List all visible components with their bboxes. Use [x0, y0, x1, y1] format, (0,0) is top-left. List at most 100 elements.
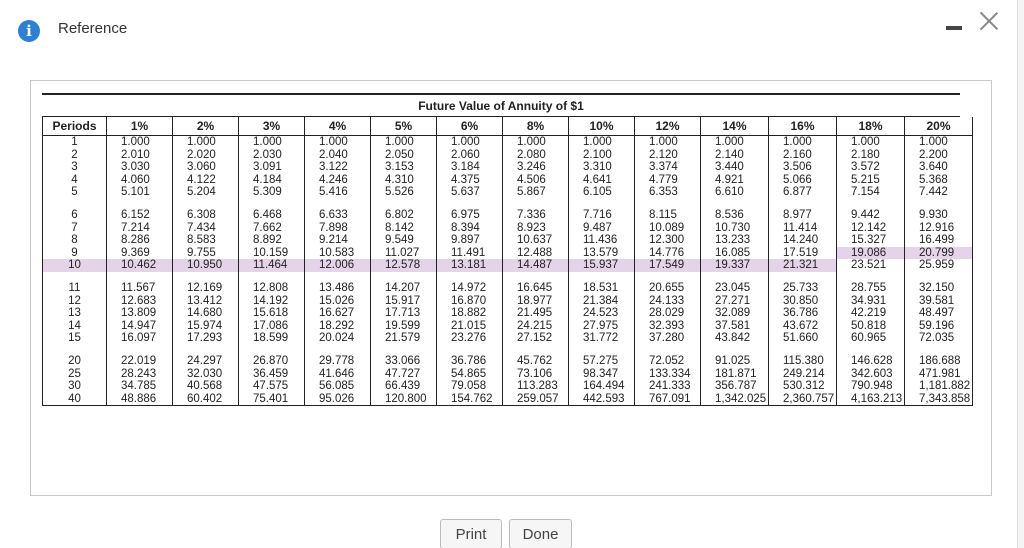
value-cell: 12.916: [904, 221, 973, 235]
value-cell: 10.583: [304, 246, 371, 260]
value-cell: 16.645: [502, 271, 569, 295]
period-cell: 40: [42, 392, 107, 407]
print-button[interactable]: Print: [440, 519, 502, 548]
value-cell: 12.683: [106, 294, 173, 308]
value-cell: 9.897: [436, 234, 503, 247]
value-cell: 1.000: [634, 135, 701, 149]
value-cell: 1.000: [106, 135, 173, 149]
value-cell: 1.000: [904, 135, 973, 149]
value-cell: 11.436: [568, 234, 635, 247]
value-cell: 16.097: [106, 332, 173, 345]
value-cell: 3.153: [370, 161, 437, 174]
value-cell: 21.384: [568, 294, 635, 308]
value-cell: 13.233: [700, 234, 769, 247]
value-cell: 23.045: [700, 271, 769, 295]
value-cell: 2.030: [238, 148, 305, 162]
period-cell: 12: [42, 294, 107, 308]
close-icon[interactable]: [976, 8, 1002, 34]
value-cell: 342.603: [836, 367, 905, 381]
value-cell: 5.204: [172, 186, 239, 199]
value-cell: 5.215: [836, 173, 905, 187]
table-row: 13 13.809 14.680 15.618 16.627 17.713 18.882 21…: [42, 307, 973, 320]
value-cell: 11.464: [238, 259, 305, 272]
value-cell: 20.024: [304, 332, 371, 345]
value-cell: 23.276: [436, 332, 503, 345]
value-cell: 10.089: [634, 221, 701, 235]
column-header: 18%: [836, 117, 905, 136]
value-cell: 24.215: [502, 319, 569, 333]
value-cell: 10.950: [172, 259, 239, 272]
value-cell: 6.105: [568, 186, 635, 199]
column-header: 16%: [768, 117, 837, 136]
value-cell: 28.029: [634, 307, 701, 320]
table-row: 4 4.060 4.122 4.184 4.246 4.310 4.375 4.506 4.64…: [42, 173, 973, 187]
value-cell: 186.688: [904, 344, 973, 368]
value-cell: 12.578: [370, 259, 437, 272]
value-cell: 20.799: [904, 246, 973, 260]
value-cell: 27.271: [700, 294, 769, 308]
table-row: 25 28.243 32.030 36.459 41.646 47.727 54.865 73…: [42, 367, 973, 381]
value-cell: 72.035: [904, 332, 973, 345]
value-cell: 11.027: [370, 246, 437, 260]
value-cell: 14.947: [106, 319, 173, 333]
table-body: 1 1.000 1.000 1.000 1.000 1.000 1.000 1.000 1.00…: [42, 135, 973, 407]
value-cell: 18.882: [436, 307, 503, 320]
value-cell: 60.965: [836, 332, 905, 345]
value-cell: 2.020: [172, 148, 239, 162]
value-cell: 8.583: [172, 234, 239, 247]
column-header: 20%: [904, 117, 973, 136]
value-cell: 73.106: [502, 367, 569, 381]
period-cell: 25: [42, 367, 107, 381]
value-cell: 22.019: [106, 344, 173, 368]
value-cell: 10.637: [502, 234, 569, 247]
value-cell: 50.818: [836, 319, 905, 333]
value-cell: 4.122: [172, 173, 239, 187]
value-cell: 5.416: [304, 186, 371, 199]
value-cell: 10.462: [106, 259, 173, 272]
period-cell: 14: [42, 319, 107, 333]
value-cell: 36.786: [768, 307, 837, 320]
minimize-icon[interactable]: [946, 26, 962, 30]
value-cell: 3.440: [700, 161, 769, 174]
value-cell: 15.618: [238, 307, 305, 320]
value-cell: 3.122: [304, 161, 371, 174]
value-cell: 6.353: [634, 186, 701, 199]
value-cell: 32.150: [904, 271, 973, 295]
value-cell: 4.184: [238, 173, 305, 187]
value-cell: 24.297: [172, 344, 239, 368]
value-cell: 1.000: [502, 135, 569, 149]
value-cell: 47.575: [238, 380, 305, 393]
value-cell: 12.300: [634, 234, 701, 247]
period-cell: 3: [42, 161, 107, 174]
value-cell: 13.181: [436, 259, 503, 272]
done-button[interactable]: Done: [509, 519, 572, 548]
table-row: 7 7.214 7.434 7.662 7.898 8.142 8.394 8.923 9.48…: [42, 221, 973, 235]
value-cell: 7.154: [836, 186, 905, 199]
value-cell: 4.506: [502, 173, 569, 187]
value-cell: 11.567: [106, 271, 173, 295]
value-cell: 8.977: [768, 198, 837, 222]
value-cell: 15.026: [304, 294, 371, 308]
value-cell: 17.293: [172, 332, 239, 345]
value-cell: 4.641: [568, 173, 635, 187]
value-cell: 2.100: [568, 148, 635, 162]
value-cell: 5.637: [436, 186, 503, 199]
value-cell: 6.610: [700, 186, 769, 199]
value-cell: 27.152: [502, 332, 569, 345]
value-cell: 7.716: [568, 198, 635, 222]
column-header: 8%: [502, 117, 569, 136]
value-cell: 4.779: [634, 173, 701, 187]
table-row: 14 14.947 15.974 17.086 18.292 19.599 21.015 24…: [42, 319, 973, 333]
value-cell: 4.310: [370, 173, 437, 187]
table-row: 12 12.683 13.412 14.192 15.026 15.917 16.870 18…: [42, 294, 973, 308]
value-cell: 1.000: [568, 135, 635, 149]
column-header: 5%: [370, 117, 437, 136]
value-cell: 790.948: [836, 380, 905, 393]
table-row: 1 1.000 1.000 1.000 1.000 1.000 1.000 1.000 1.00…: [42, 135, 973, 149]
value-cell: 9.214: [304, 234, 371, 247]
value-cell: 181.871: [700, 367, 769, 381]
value-cell: 6.152: [106, 198, 173, 222]
value-cell: 36.459: [238, 367, 305, 381]
value-cell: 59.196: [904, 319, 973, 333]
value-cell: 7.442: [904, 186, 973, 199]
